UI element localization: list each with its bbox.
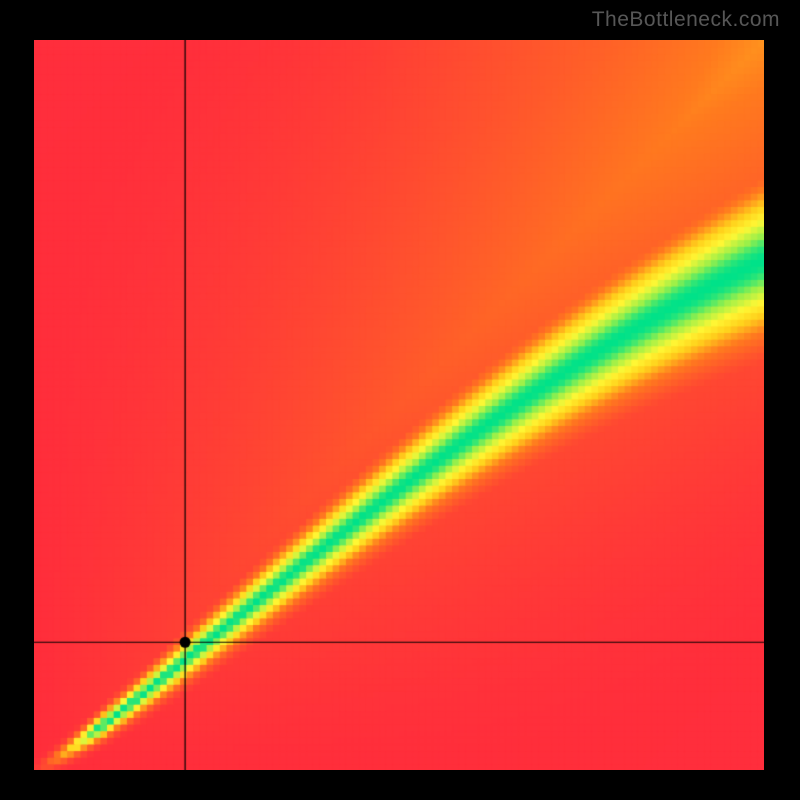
bottleneck-heatmap [34,40,764,770]
chart-container: TheBottleneck.com [0,0,800,800]
watermark-text: TheBottleneck.com [592,8,780,32]
